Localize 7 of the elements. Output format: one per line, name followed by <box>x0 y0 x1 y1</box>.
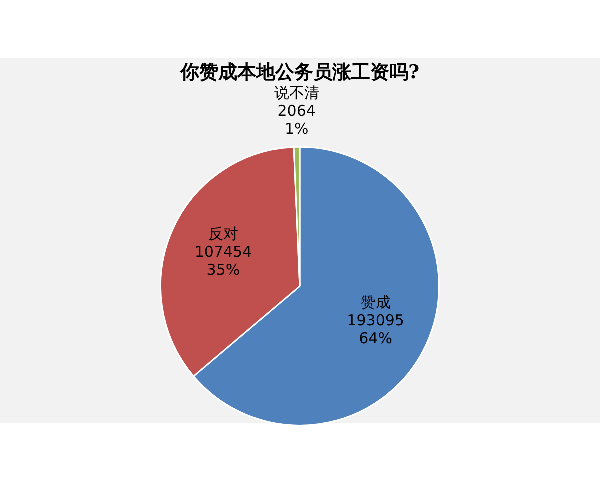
slice-label: 说不清 <box>274 84 320 102</box>
data-label: 2064 1% <box>278 102 316 138</box>
slice-label: 赞成 <box>360 293 391 312</box>
data-label: 193095 64% <box>347 311 404 348</box>
chart-title: 你赞成本地公务员涨工资吗? <box>179 61 420 84</box>
data-label: 107454 35% <box>194 242 252 279</box>
slice-label: 反对 <box>208 224 238 243</box>
